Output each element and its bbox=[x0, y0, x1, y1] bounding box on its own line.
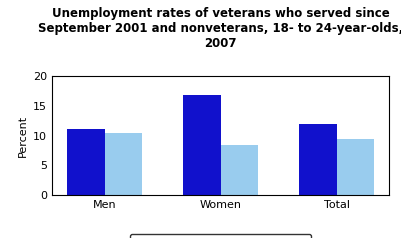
Bar bbox=[105, 133, 142, 195]
Y-axis label: Percent: Percent bbox=[18, 115, 28, 157]
Bar bbox=[300, 124, 336, 195]
Text: Unemployment rates of veterans who served since
September 2001 and nonveterans, : Unemployment rates of veterans who serve… bbox=[38, 7, 401, 50]
Bar bbox=[336, 139, 374, 195]
Bar bbox=[67, 129, 105, 195]
Bar bbox=[183, 95, 221, 195]
Bar bbox=[221, 145, 258, 195]
Legend: Veterans, Nonveterans: Veterans, Nonveterans bbox=[130, 234, 311, 238]
